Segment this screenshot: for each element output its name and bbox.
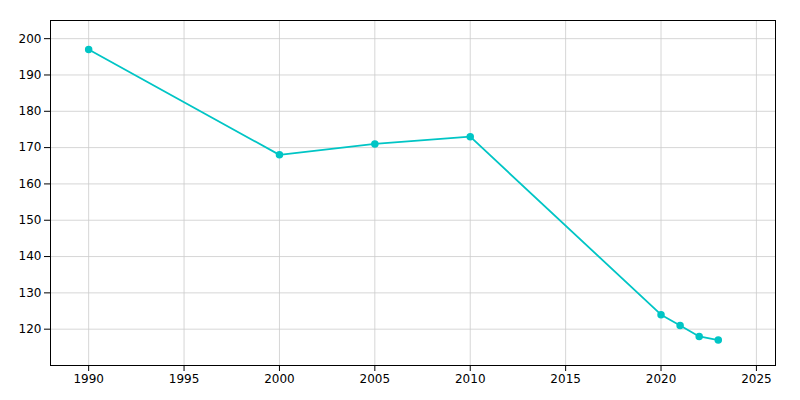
svg-text:120: 120 bbox=[19, 322, 42, 336]
svg-text:190: 190 bbox=[19, 68, 42, 82]
svg-text:1995: 1995 bbox=[169, 372, 200, 386]
svg-text:2005: 2005 bbox=[360, 372, 391, 386]
svg-text:1990: 1990 bbox=[73, 372, 104, 386]
svg-text:140: 140 bbox=[19, 249, 42, 263]
svg-text:2020: 2020 bbox=[646, 372, 677, 386]
svg-text:150: 150 bbox=[19, 213, 42, 227]
svg-text:160: 160 bbox=[19, 177, 42, 191]
svg-text:180: 180 bbox=[19, 104, 42, 118]
svg-text:2010: 2010 bbox=[455, 372, 486, 386]
svg-text:170: 170 bbox=[19, 140, 42, 154]
svg-text:200: 200 bbox=[19, 31, 42, 45]
svg-text:2000: 2000 bbox=[264, 372, 295, 386]
svg-text:130: 130 bbox=[19, 286, 42, 300]
svg-text:2025: 2025 bbox=[741, 372, 772, 386]
svg-text:2015: 2015 bbox=[550, 372, 581, 386]
